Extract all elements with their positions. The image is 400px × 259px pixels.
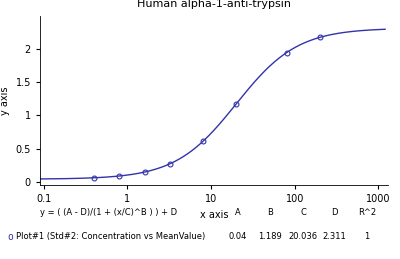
Y-axis label: y axis: y axis bbox=[0, 86, 10, 115]
Text: R^2: R^2 bbox=[358, 208, 376, 218]
Text: D: D bbox=[331, 208, 337, 218]
Text: 1: 1 bbox=[364, 232, 370, 241]
Text: C: C bbox=[300, 208, 306, 218]
Text: Plot#1 (Std#2: Concentration vs MeanValue): Plot#1 (Std#2: Concentration vs MeanValu… bbox=[16, 232, 205, 241]
Text: 20.036: 20.036 bbox=[289, 232, 318, 241]
Text: o: o bbox=[8, 232, 14, 242]
Text: 2.311: 2.311 bbox=[322, 232, 346, 241]
Text: 0.04: 0.04 bbox=[229, 232, 247, 241]
Text: A: A bbox=[235, 208, 241, 218]
Text: B: B bbox=[267, 208, 273, 218]
Text: y = ( (A - D)/(1 + (x/C)^B ) ) + D: y = ( (A - D)/(1 + (x/C)^B ) ) + D bbox=[40, 208, 177, 218]
Title: Human alpha-1-anti-trypsin: Human alpha-1-anti-trypsin bbox=[137, 0, 291, 9]
Text: 1.189: 1.189 bbox=[258, 232, 282, 241]
X-axis label: x axis: x axis bbox=[200, 210, 228, 220]
